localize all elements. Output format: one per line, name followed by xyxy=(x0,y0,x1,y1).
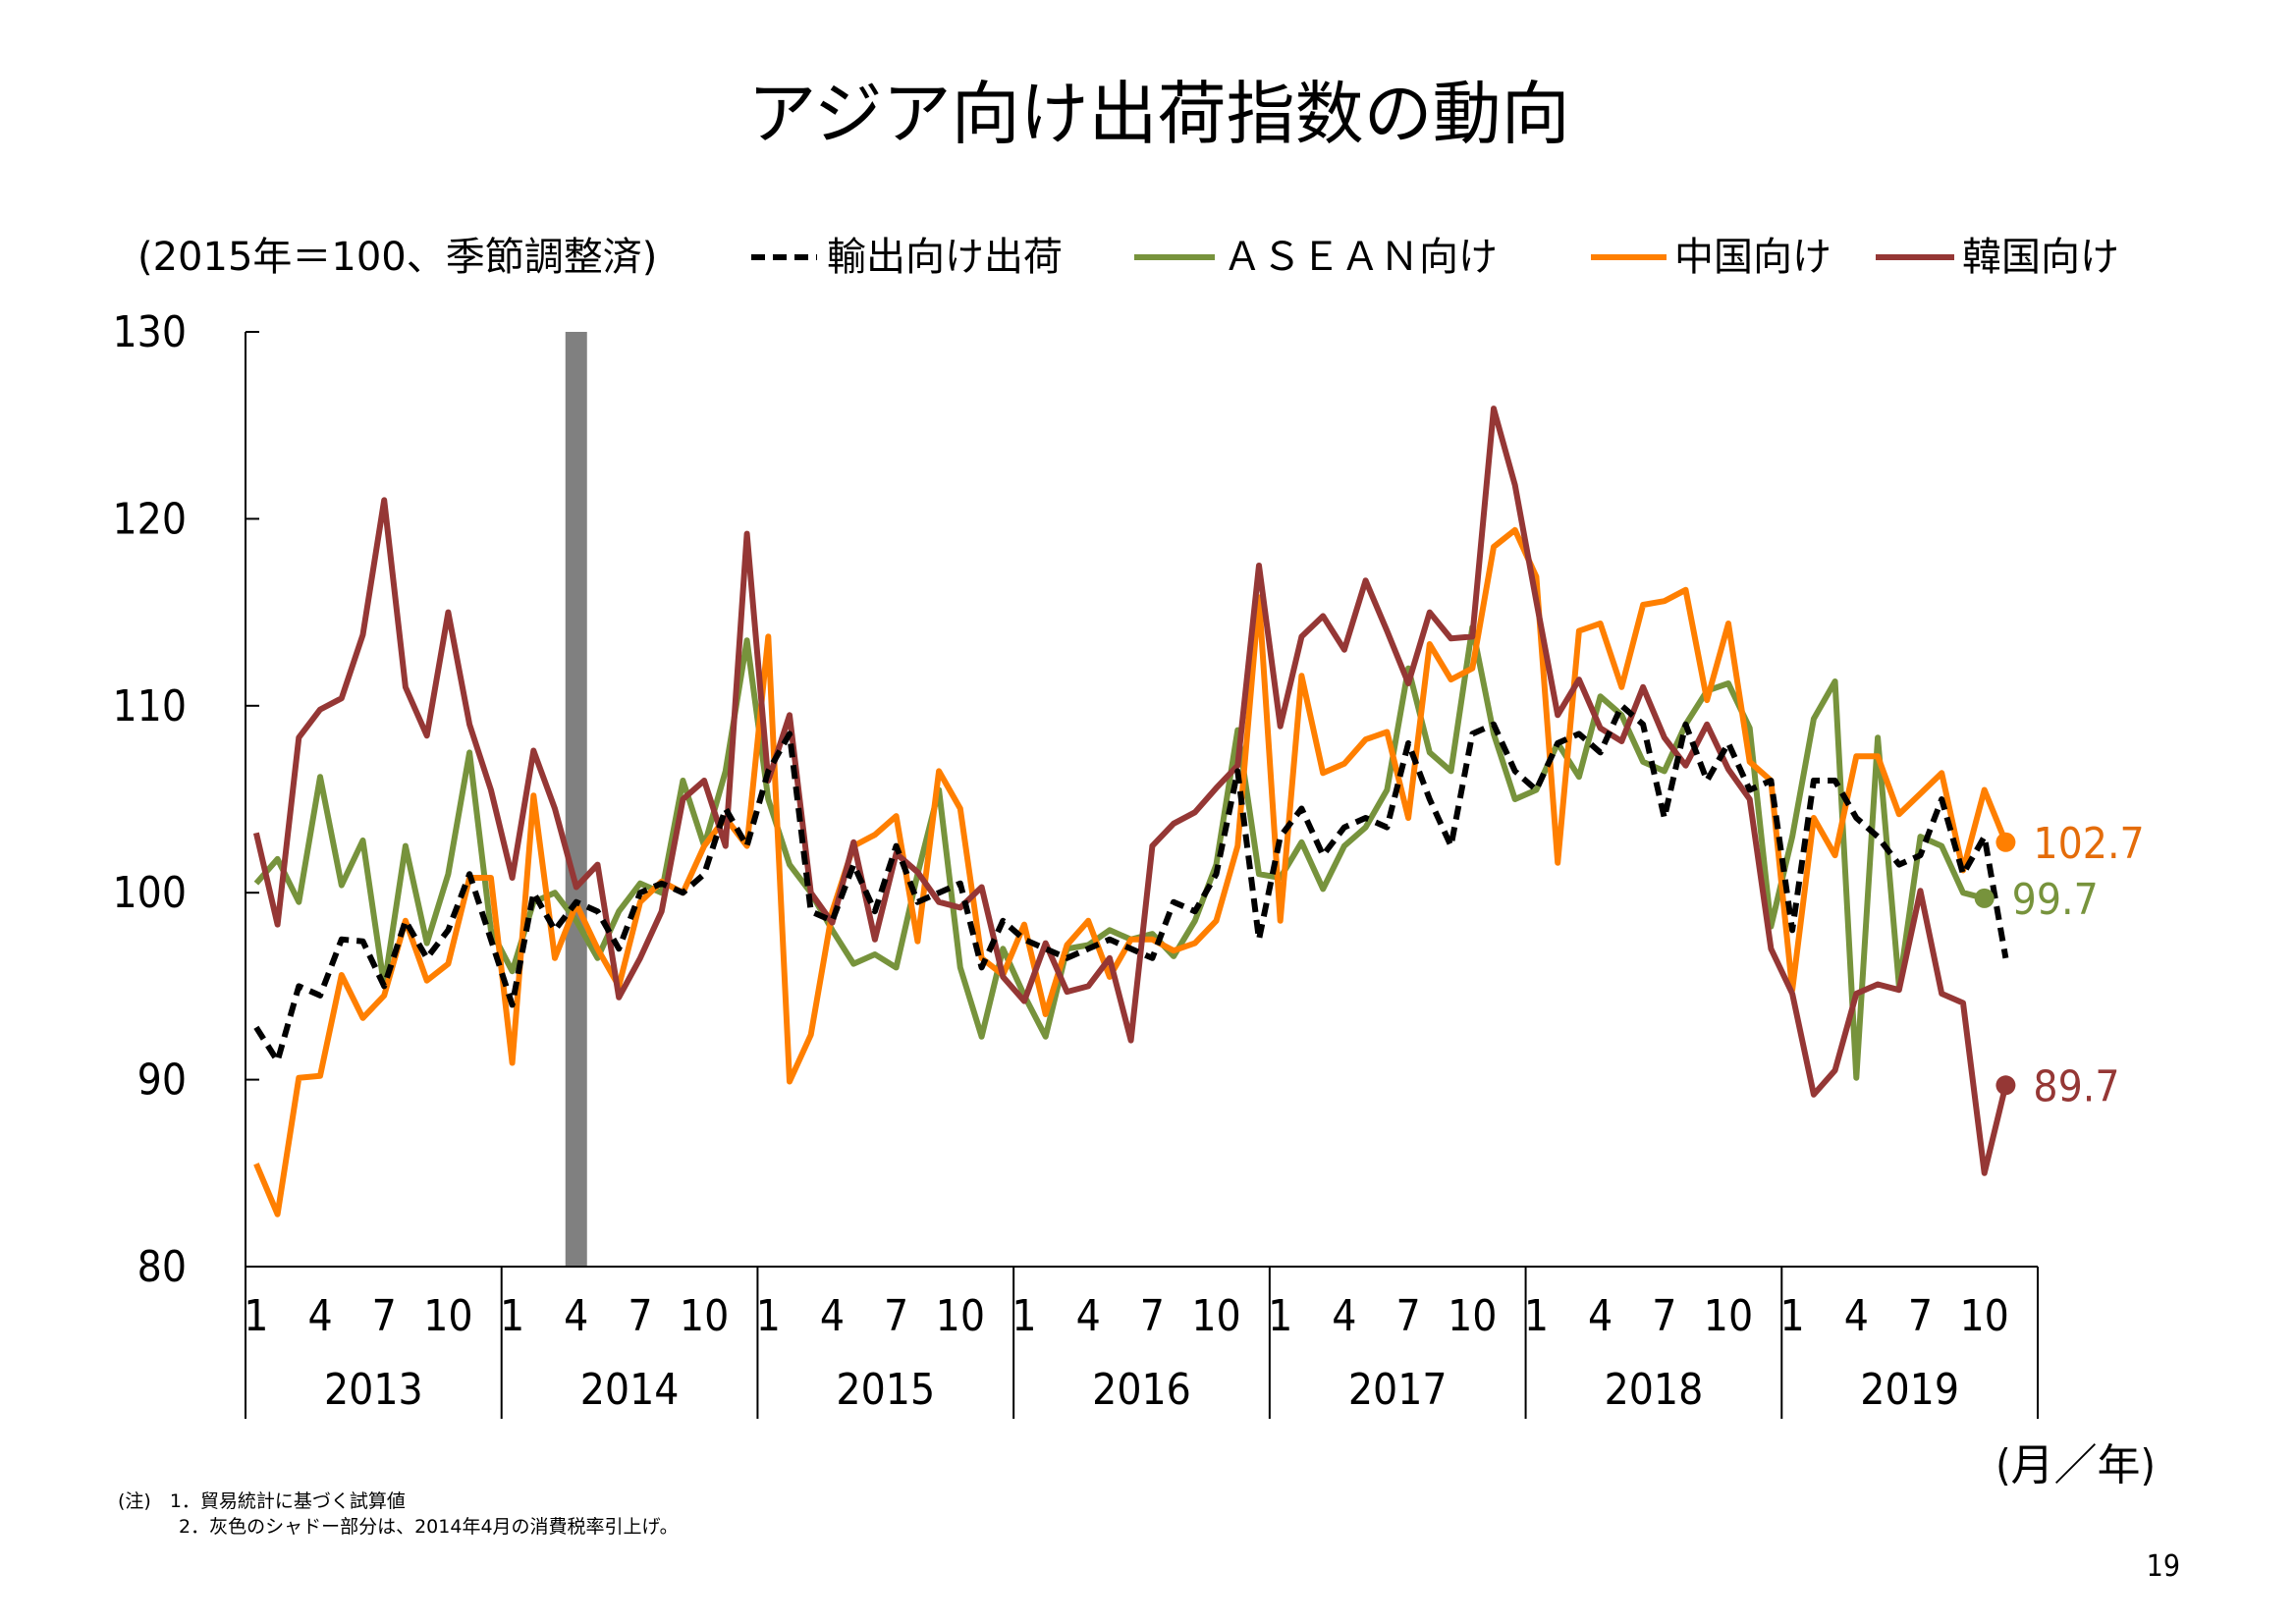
x-month-label: 7 xyxy=(1908,1291,1933,1341)
x-month-label: 7 xyxy=(1140,1291,1165,1341)
y-tick-label: 110 xyxy=(112,681,187,731)
series-line-total xyxy=(253,702,2009,1064)
y-tick-label: 80 xyxy=(137,1242,187,1292)
legend-item-asean: ＡＳＥＡＮ向け xyxy=(1134,235,1498,280)
legend-item-total: 輸出向け出荷 xyxy=(751,235,1063,280)
x-month-label: 4 xyxy=(820,1291,845,1341)
x-year-label: 2013 xyxy=(324,1365,423,1415)
series-line-china xyxy=(253,526,2009,1218)
y-tick-label: 100 xyxy=(112,868,187,918)
legend: (2015年＝100、季節調整済) 輸出向け出荷 ＡＳＥＡＮ向け 中国向け 韓国… xyxy=(137,235,2119,280)
legend-item-korea: 韓国向け xyxy=(1876,235,2119,280)
x-month-label: 10 xyxy=(680,1291,729,1341)
x-month-label: 1 xyxy=(244,1291,268,1341)
end-marker-china xyxy=(1995,832,2016,852)
series-line-korea xyxy=(252,406,2009,1176)
footnote-2: 2．灰色のシャドー部分は、2014年4月の消費税率引上げ。 xyxy=(179,1516,679,1538)
x-month-label: 4 xyxy=(307,1291,332,1341)
chart-title: アジア向け出荷指数の動向 xyxy=(747,74,1569,154)
y-tick-label: 120 xyxy=(112,494,187,544)
end-marker-korea xyxy=(1995,1075,2016,1096)
x-year-label: 2019 xyxy=(1860,1365,1959,1415)
x-month-label: 10 xyxy=(1704,1291,1753,1341)
y-tick-label: 130 xyxy=(112,307,187,357)
end-value-label-china: 102.7 xyxy=(2033,819,2144,869)
x-month-label: 10 xyxy=(1448,1291,1497,1341)
x-month-label: 4 xyxy=(1076,1291,1101,1341)
x-month-label: 1 xyxy=(1011,1291,1036,1341)
unit-note: (2015年＝100、季節調整済) xyxy=(137,235,657,280)
legend-label-asean: ＡＳＥＡＮ向け xyxy=(1223,235,1498,280)
x-month-label: 10 xyxy=(936,1291,985,1341)
footnotes: (注) 1．貿易統計に基づく試算値 2．灰色のシャドー部分は、2014年4月の消… xyxy=(118,1490,679,1538)
x-month-label: 7 xyxy=(372,1291,397,1341)
x-year-label: 2017 xyxy=(1348,1365,1448,1415)
legend-item-china: 中国向け xyxy=(1591,235,1831,280)
legend-label-china: 中国向け xyxy=(1674,235,1831,280)
x-year-label: 2016 xyxy=(1092,1365,1191,1415)
x-month-label: 1 xyxy=(1780,1291,1805,1341)
x-month-label: 1 xyxy=(1524,1291,1549,1341)
y-tick-label: 90 xyxy=(137,1056,187,1106)
end-value-label-korea: 89.7 xyxy=(2033,1061,2119,1111)
x-month-label: 7 xyxy=(1652,1291,1676,1341)
x-month-label: 1 xyxy=(500,1291,524,1341)
x-year-label: 2015 xyxy=(836,1365,935,1415)
x-month-label: 1 xyxy=(756,1291,781,1341)
x-month-label: 10 xyxy=(423,1291,472,1341)
x-month-label: 10 xyxy=(1191,1291,1240,1341)
x-year-label: 2018 xyxy=(1605,1365,1704,1415)
x-month-label: 10 xyxy=(1960,1291,2009,1341)
x-month-label: 4 xyxy=(564,1291,588,1341)
x-month-label: 4 xyxy=(1332,1291,1356,1341)
x-month-label: 4 xyxy=(1588,1291,1613,1341)
end-value-label-asean: 99.7 xyxy=(2012,875,2099,925)
x-month-label: 7 xyxy=(1395,1291,1420,1341)
x-year-label: 2014 xyxy=(580,1365,680,1415)
end-marker-asean xyxy=(1974,888,1995,908)
page-number: 19 xyxy=(2147,1549,2180,1584)
x-month-label: 1 xyxy=(1268,1291,1292,1341)
footnote-1: (注) 1．貿易統計に基づく試算値 xyxy=(118,1490,406,1512)
x-month-label: 7 xyxy=(884,1291,908,1341)
x-month-label: 4 xyxy=(1844,1291,1869,1341)
shaded-period-bar xyxy=(565,332,587,1267)
legend-label-korea: 韓国向け xyxy=(1962,235,2119,280)
legend-label-total: 輸出向け出荷 xyxy=(827,235,1063,280)
x-unit-label: (月／年) xyxy=(1995,1440,2156,1490)
x-month-label: 7 xyxy=(628,1291,652,1341)
